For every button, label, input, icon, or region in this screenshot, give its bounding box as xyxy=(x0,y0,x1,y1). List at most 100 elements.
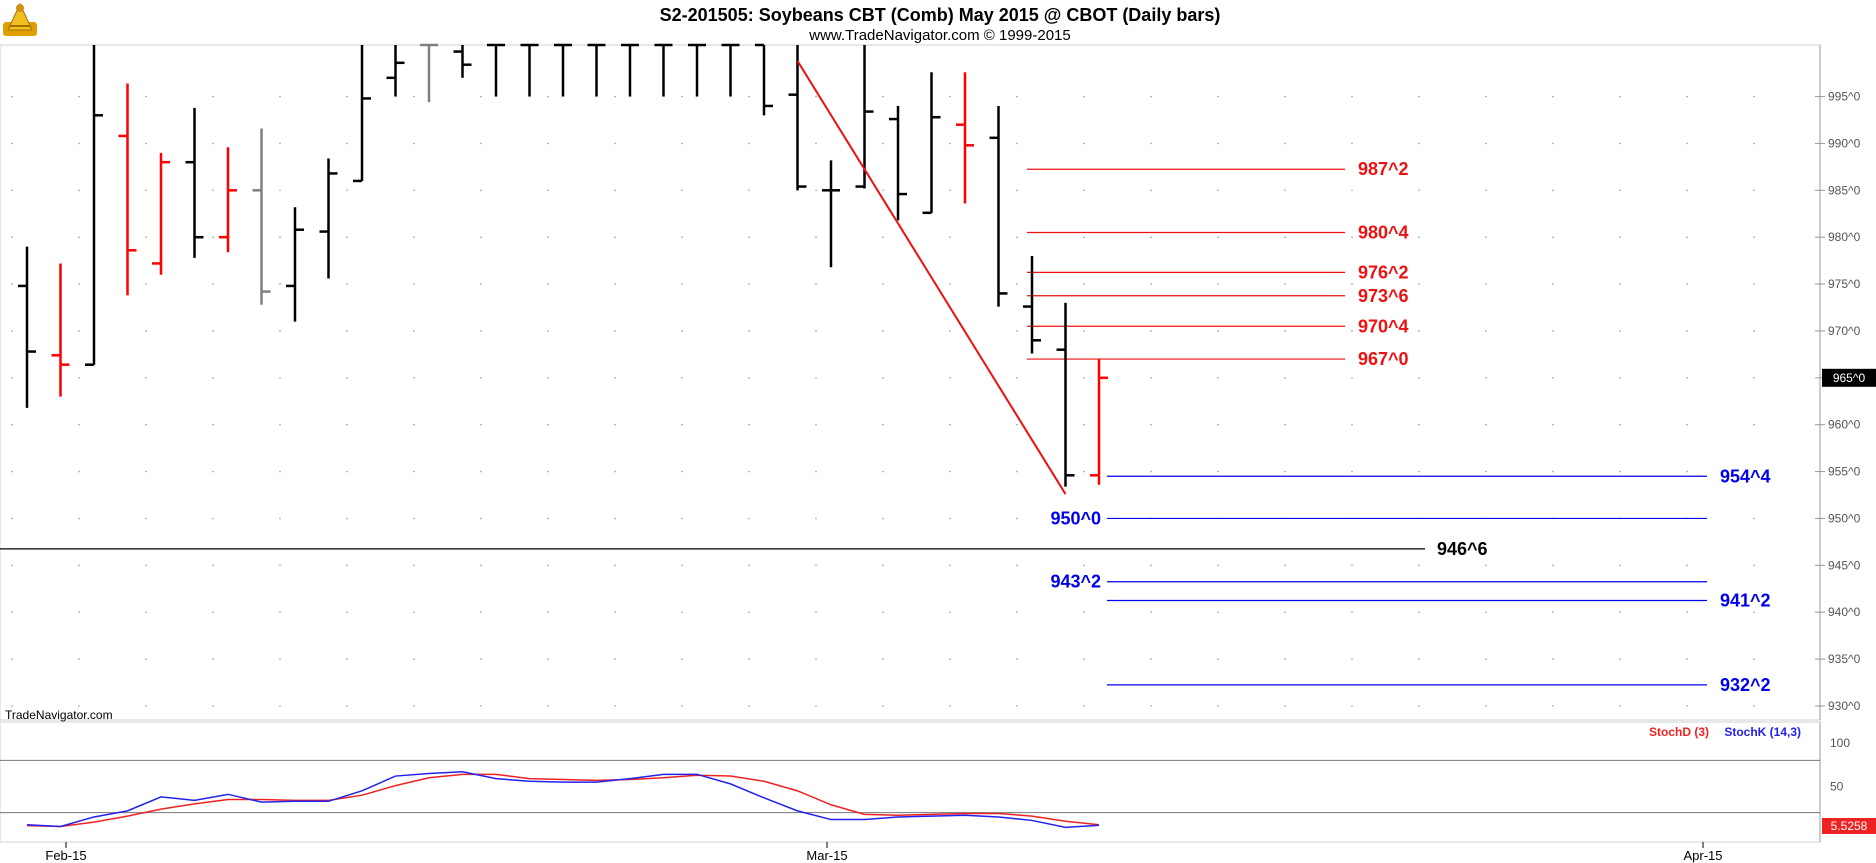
grid-dot xyxy=(681,330,683,332)
time-axis-label: Apr-15 xyxy=(1683,848,1722,863)
grid-dot xyxy=(1284,283,1286,285)
grid-dot xyxy=(78,423,80,426)
stoch-value-label: 5.5258 xyxy=(1831,819,1868,833)
grid-dot xyxy=(748,470,750,473)
grid-dot xyxy=(1552,658,1554,660)
grid-dot xyxy=(11,236,13,238)
grid-dot xyxy=(1753,470,1755,473)
grid-dot xyxy=(279,705,281,707)
grid-dot xyxy=(1552,189,1554,192)
grid-dot xyxy=(145,330,147,332)
grid-dot xyxy=(614,189,616,192)
grid-dot xyxy=(145,236,147,238)
grid-dot xyxy=(78,705,80,707)
grid-dot xyxy=(1619,564,1621,567)
price-axis-label: 950^0 xyxy=(1828,511,1861,525)
grid-dot xyxy=(1552,611,1554,613)
last-price-tag: 965^0 xyxy=(1822,368,1876,387)
ohlc-bar xyxy=(453,45,472,78)
grid-dot xyxy=(480,95,482,98)
grid-dot xyxy=(1217,142,1219,145)
grid-dot xyxy=(1351,611,1353,613)
price-axis-label: 985^0 xyxy=(1828,183,1861,197)
grid-dot xyxy=(949,705,951,707)
grid-dot xyxy=(681,283,683,285)
grid-dot xyxy=(1083,330,1085,332)
price-axis-label: 995^0 xyxy=(1828,90,1861,104)
grid-dots xyxy=(11,95,1755,707)
grid-dot xyxy=(145,658,147,660)
grid-dot xyxy=(815,564,817,567)
grid-dot xyxy=(1552,330,1554,332)
grid-dot xyxy=(1217,611,1219,613)
grid-dot xyxy=(949,330,951,332)
grid-dot xyxy=(78,377,80,379)
grid-dot xyxy=(1619,377,1621,379)
grid-dot xyxy=(11,330,13,332)
grid-dot xyxy=(1016,564,1018,567)
grid-dot xyxy=(1418,705,1420,707)
grid-dot xyxy=(1552,564,1554,567)
grid-dot xyxy=(1217,283,1219,285)
grid-dot xyxy=(748,517,750,520)
grid-dot xyxy=(279,330,281,332)
grid-dot xyxy=(614,658,616,660)
grid-dot xyxy=(1485,142,1487,145)
grid-dot xyxy=(1284,330,1286,332)
grid-dot xyxy=(949,658,951,660)
stoch-axis-label: 100 xyxy=(1830,736,1850,750)
grid-dot xyxy=(1418,564,1420,567)
grid-dot xyxy=(815,330,817,332)
grid-dot xyxy=(1083,470,1085,473)
grid-dot xyxy=(1351,705,1353,707)
level-label-987-2: 987^2 xyxy=(1358,159,1409,179)
grid-dot xyxy=(413,423,415,426)
grid-dot xyxy=(212,423,214,426)
grid-dot xyxy=(1217,377,1219,379)
grid-dot xyxy=(882,142,884,145)
grid-dot xyxy=(346,377,348,379)
grid-dot xyxy=(78,283,80,285)
grid-dot xyxy=(212,236,214,238)
grid-dot xyxy=(346,236,348,238)
grid-dot xyxy=(748,236,750,238)
grid-dot xyxy=(547,611,549,613)
grid-dot xyxy=(279,423,281,426)
grid-dot xyxy=(279,95,281,98)
grid-dot xyxy=(1150,377,1152,379)
level-label-970-4: 970^4 xyxy=(1358,316,1409,336)
grid-dot xyxy=(346,423,348,426)
grid-dot xyxy=(547,283,549,285)
ohlc-bar xyxy=(319,158,338,279)
grid-dot xyxy=(212,564,214,567)
ohlc-bar xyxy=(621,43,639,97)
grid-dot xyxy=(1284,95,1286,98)
grid-dot xyxy=(815,95,817,98)
grid-dot xyxy=(11,142,13,145)
grid-dot xyxy=(78,330,80,332)
grid-dot xyxy=(614,517,616,520)
grid-dot xyxy=(212,517,214,520)
ohlc-bar xyxy=(420,43,438,103)
grid-dot xyxy=(212,611,214,613)
stoch-d-legend: StochD (3) xyxy=(1649,725,1709,739)
grid-dot xyxy=(748,142,750,145)
grid-dot xyxy=(346,705,348,707)
price-axis-label: 955^0 xyxy=(1828,465,1861,479)
grid-dot xyxy=(78,658,80,660)
grid-dot xyxy=(949,189,951,192)
grid-dot xyxy=(949,423,951,426)
grid-dot xyxy=(614,564,616,567)
grid-dot xyxy=(11,189,13,192)
grid-dot xyxy=(1351,283,1353,285)
grid-dot xyxy=(1485,330,1487,332)
ohlc-bar xyxy=(286,207,304,322)
grid-dot xyxy=(1284,470,1286,473)
grid-dot xyxy=(11,705,13,707)
grid-dot xyxy=(212,283,214,285)
grid-dot xyxy=(1418,95,1420,98)
grid-dot xyxy=(1686,189,1688,192)
grid-dot xyxy=(949,142,951,145)
stoch-k-legend: StochK (14,3) xyxy=(1724,725,1801,739)
grid-dot xyxy=(346,283,348,285)
